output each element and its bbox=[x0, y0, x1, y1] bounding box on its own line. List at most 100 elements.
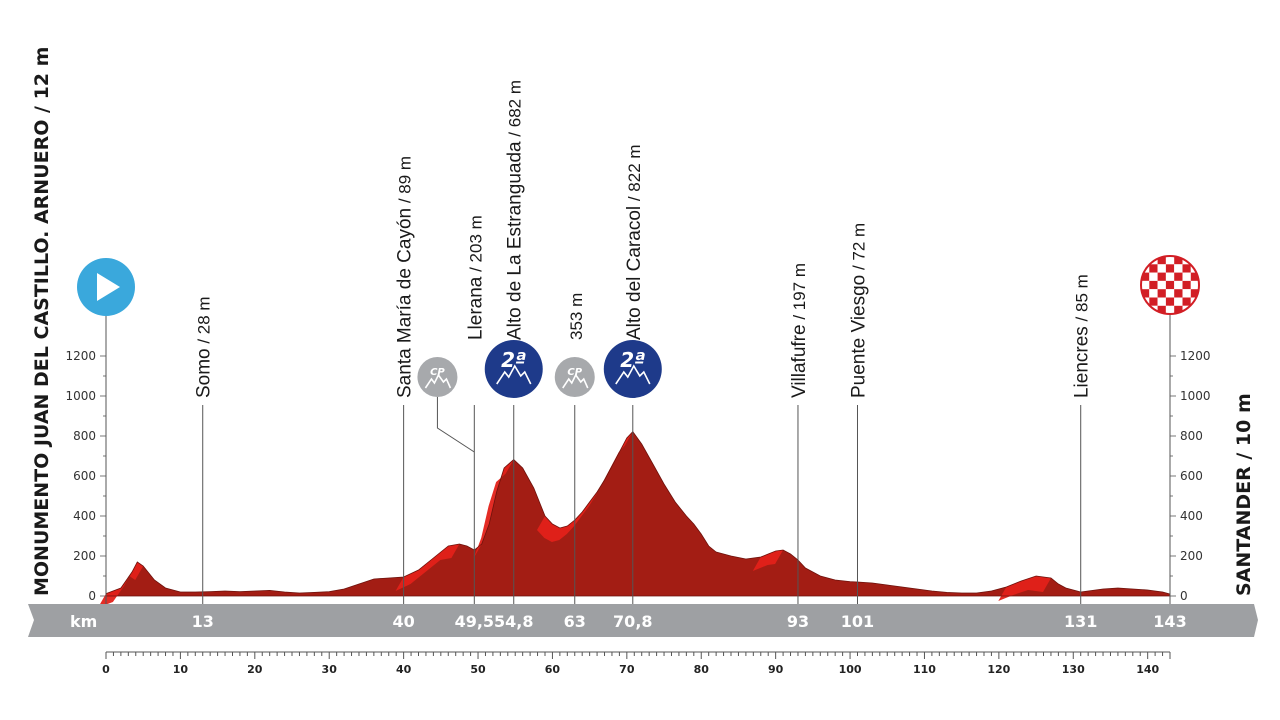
finish-marker-ring bbox=[1140, 255, 1200, 315]
checker-cell bbox=[1182, 297, 1191, 306]
y-tick-label: 1200 bbox=[1180, 349, 1211, 363]
y-tick-label: 1000 bbox=[1180, 389, 1211, 403]
waypoint-label: Villafufre / 197 m bbox=[789, 263, 810, 398]
waypoint-separator: / bbox=[466, 262, 485, 276]
start-finish-markers: MONUMENTO JUAN DEL CASTILLO. ARNUERO / 1… bbox=[31, 47, 1255, 604]
km-band-label: 13 bbox=[192, 612, 214, 631]
checkpoint-label: CP bbox=[567, 367, 582, 378]
waypoint-name: Llerana bbox=[465, 276, 486, 340]
profile-highlight bbox=[395, 544, 460, 591]
waypoint-label: Liencres / 85 m bbox=[1072, 274, 1093, 398]
x-tick-label: 140 bbox=[1136, 663, 1159, 676]
y-tick-label: 400 bbox=[73, 509, 96, 523]
waypoint-name: Alto de La Estranguada bbox=[505, 141, 526, 340]
checkpoint-label: CP bbox=[430, 367, 445, 378]
y-tick-label: 600 bbox=[73, 469, 96, 483]
checker-cell bbox=[1190, 280, 1199, 290]
checker-cell bbox=[1157, 289, 1166, 298]
y-tick-label: 200 bbox=[73, 549, 96, 563]
checker-cell bbox=[1174, 314, 1182, 322]
checker-cell bbox=[1174, 289, 1183, 298]
mountain-icon bbox=[615, 364, 651, 385]
waypoints: Somo / 28 m Santa María de Cayón / 89 m Ll… bbox=[194, 80, 1093, 604]
waypoint-separator: / bbox=[625, 192, 644, 206]
x-tick-label: 100 bbox=[839, 663, 862, 676]
waypoint-altitude: 85 m bbox=[1073, 274, 1092, 312]
y-tick-label: 0 bbox=[88, 589, 96, 603]
checker-cell bbox=[1165, 305, 1175, 314]
checker-cell bbox=[1190, 256, 1199, 265]
checker-cell bbox=[1165, 256, 1175, 265]
checkered-flag-icon bbox=[1141, 256, 1207, 322]
waypoint-altitude: 822 m bbox=[625, 144, 644, 191]
checker-cell bbox=[1141, 256, 1150, 265]
km-band-label: 49,5 bbox=[455, 612, 494, 631]
checker-cell bbox=[1158, 314, 1166, 322]
checker-cell bbox=[1165, 280, 1175, 290]
checker-cell bbox=[1141, 272, 1150, 281]
checker-cell bbox=[1149, 297, 1158, 306]
x-tick-label: 130 bbox=[1062, 663, 1085, 676]
waypoint-separator: / bbox=[1073, 312, 1092, 326]
waypoint-name: Puente Viesgo bbox=[848, 275, 869, 398]
y-tick-label: 600 bbox=[1180, 469, 1203, 483]
checker-cell bbox=[1174, 256, 1183, 265]
km-band-label: 54,8 bbox=[494, 612, 533, 631]
waypoint-name: Alto del Caracol bbox=[624, 206, 645, 340]
checker-cell bbox=[1182, 264, 1191, 273]
badge-connector bbox=[436, 397, 475, 453]
x-tick-label: 110 bbox=[913, 663, 936, 676]
profile-highlight bbox=[998, 576, 1051, 601]
waypoint-label: Somo / 28 m bbox=[194, 296, 215, 398]
checker-cell bbox=[1190, 289, 1199, 298]
profile-outline bbox=[105, 430, 1171, 597]
checker-cell bbox=[1141, 314, 1149, 322]
checker-cell bbox=[1165, 264, 1175, 273]
checker-cell bbox=[1199, 281, 1207, 289]
y-tick-label: 400 bbox=[1180, 509, 1203, 523]
km-band-label: 131 bbox=[1064, 612, 1097, 631]
checker-cell bbox=[1174, 297, 1183, 306]
x-tick-label: 90 bbox=[768, 663, 784, 676]
y-tick-label: 800 bbox=[73, 429, 96, 443]
checker-cell bbox=[1149, 272, 1158, 281]
waypoint-name: Villafufre bbox=[789, 324, 810, 398]
checker-cell bbox=[1157, 305, 1166, 314]
checker-cell bbox=[1199, 314, 1207, 322]
waypoint-separator: / bbox=[396, 194, 415, 208]
checker-cell bbox=[1199, 264, 1207, 272]
waypoint-altitude: 197 m bbox=[790, 263, 809, 310]
start-location-label: MONUMENTO JUAN DEL CASTILLO. ARNUERO / 1… bbox=[31, 47, 53, 596]
checker-cell bbox=[1149, 289, 1158, 298]
km-band-label: 40 bbox=[392, 612, 414, 631]
x-tick-label: 0 bbox=[102, 663, 110, 676]
profile-highlight bbox=[752, 550, 784, 571]
waypoint-label: Puente Viesgo / 72 m bbox=[848, 223, 869, 398]
waypoint-separator: / bbox=[506, 127, 525, 141]
x-axis: 0 10 20 30 40 50 60 70 80 90 100 110 120 130 140 bbox=[102, 651, 1171, 676]
mountain-icon bbox=[424, 373, 452, 389]
checker-cell bbox=[1141, 305, 1150, 314]
x-tick-label: 10 bbox=[173, 663, 189, 676]
checker-cell bbox=[1199, 289, 1207, 297]
checker-cell bbox=[1141, 280, 1150, 290]
checker-cell bbox=[1199, 256, 1207, 264]
checker-cell bbox=[1182, 280, 1191, 290]
checker-cell bbox=[1199, 298, 1207, 306]
waypoint-separator: / bbox=[849, 261, 868, 275]
profile-highlight bbox=[537, 431, 633, 542]
mountain-icon bbox=[562, 373, 589, 389]
waypoint-label: Santa María de Cayón / 89 m bbox=[395, 156, 416, 398]
checker-cell bbox=[1182, 289, 1191, 298]
km-band: km 13 40 49,5 54,8 63 70,8 93 101 131 143 bbox=[28, 604, 1258, 637]
checker-cell bbox=[1149, 264, 1158, 273]
checker-cell bbox=[1149, 314, 1157, 322]
km-band-shape bbox=[28, 604, 1258, 637]
profile-highlight bbox=[473, 459, 514, 558]
checker-cell bbox=[1183, 314, 1191, 322]
checker-cell bbox=[1199, 306, 1207, 314]
km-band-label: 93 bbox=[787, 612, 809, 631]
checker-cell bbox=[1174, 305, 1183, 314]
waypoint-altitude: 89 m bbox=[396, 156, 415, 194]
